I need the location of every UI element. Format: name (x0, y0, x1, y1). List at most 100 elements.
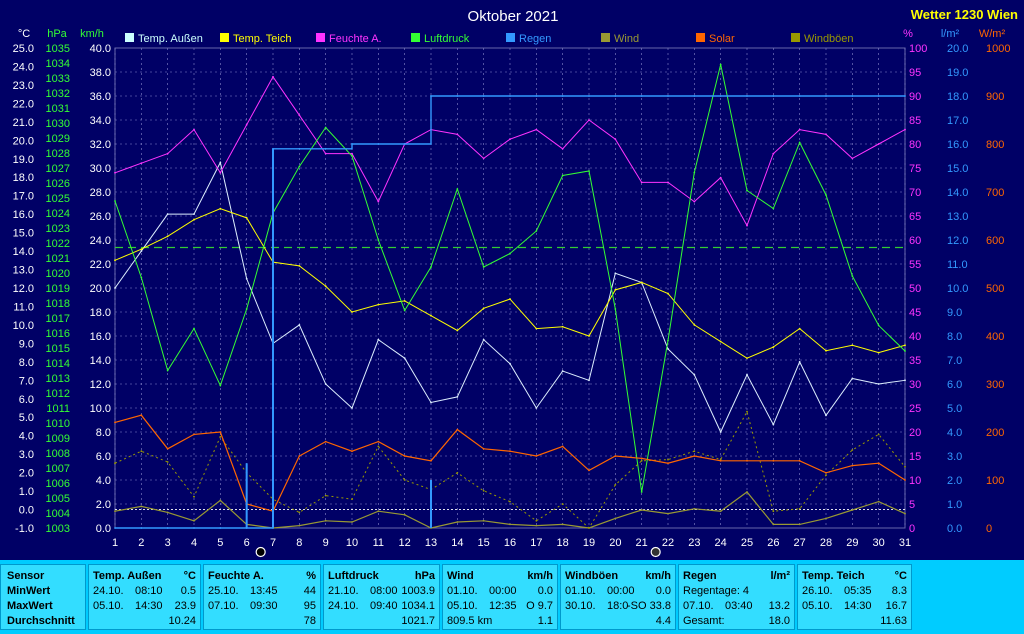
y-tick-label-wind: 22.0 (90, 259, 111, 271)
value-number: 78 (303, 615, 316, 627)
value-number: 1.1 (537, 615, 553, 627)
y-tick-label-wind: 18.0 (90, 307, 111, 319)
point-temp-pond (351, 311, 353, 313)
summary-column-header: Wind km/h (447, 570, 553, 584)
y-tick-label-humidity: 80 (909, 139, 921, 151)
point-humidity (904, 128, 906, 131)
point-solar (640, 457, 643, 460)
y-tick-label-wind: 24.0 (90, 235, 111, 247)
legend-swatch (125, 33, 134, 42)
point-wind-avg (509, 523, 511, 526)
y-tick-label-temp: 25.0 (13, 43, 34, 55)
point-solar (667, 462, 669, 465)
y-tick-label-pressure: 1034 (46, 58, 70, 70)
point-temp-out (456, 396, 459, 398)
point-temp-out (746, 373, 748, 376)
point-rain (561, 95, 564, 97)
point-wind-gust (877, 433, 880, 436)
value-date: 24.10. (93, 585, 124, 597)
x-tick-label: 22 (662, 537, 674, 549)
value-time: 12:35 (489, 600, 517, 612)
moon-phase-icon (255, 546, 266, 558)
point-humidity (324, 152, 327, 155)
summary-column: Feuchte A.% 25.10. 13:45 44 07.10. 09:30 95 78 (203, 564, 321, 630)
value-date: 809.5 km (447, 615, 493, 627)
y-tick-label-solar: 500 (986, 283, 1004, 295)
column-title: Feuchte A. (208, 570, 264, 582)
point-pressure (377, 239, 380, 241)
y-tick-label-pressure: 1011 (46, 403, 70, 415)
point-wind-gust (904, 465, 906, 468)
y-tick-label-wind: 34.0 (90, 115, 111, 127)
point-wind-gust (851, 449, 854, 451)
y-tick-label-humidity: 50 (909, 283, 921, 295)
point-wind-gust (140, 450, 143, 453)
y-tick-label-temp: 7.0 (19, 375, 34, 387)
y-tick-label-humidity: 25 (909, 403, 921, 415)
point-pressure (825, 194, 827, 196)
point-pressure (746, 189, 748, 192)
point-solar (851, 464, 854, 467)
y-tick-label-wind: 26.0 (90, 211, 111, 223)
y-tick-label-pressure: 1005 (46, 493, 70, 505)
summary-avg-row: 10.24 (93, 615, 196, 629)
y-tick-label-temp: 10.0 (13, 320, 34, 332)
y-tick-label-wind: 32.0 (90, 139, 111, 151)
point-wind-gust (114, 462, 116, 465)
point-wind-avg (140, 505, 143, 508)
axes: 1 2 3 4 5 6 7 8 9 10 11 12 13 14 15 16 17 18 19 20 21 22 23 24 2… (13, 28, 1010, 558)
y-tick-label-pressure: 1016 (46, 328, 70, 340)
point-rain (588, 95, 590, 97)
point-wind-avg (904, 512, 906, 515)
legend-swatch (601, 33, 610, 42)
summary-max-row: 05.10. 14:30 23.9 (93, 600, 196, 614)
point-temp-pond (614, 288, 617, 291)
point-temp-out (561, 370, 564, 372)
y-tick-label-pressure: 1007 (46, 463, 70, 475)
x-tick-label: 18 (557, 537, 569, 549)
point-temp-pond (693, 324, 696, 326)
point-pressure (298, 165, 301, 168)
point-wind-avg (166, 511, 169, 514)
summary-avg-row: Gesamt: 18.0 (683, 615, 790, 629)
x-tick-label: 23 (688, 537, 700, 549)
point-humidity (193, 128, 195, 131)
point-temp-out (798, 360, 801, 363)
y-tick-label-pressure: 1020 (46, 268, 70, 280)
summary-column: Temp. Außen °C 24.10. 08:10 0.5 05.10. 14:30 23… (88, 564, 201, 630)
point-temp-pond (509, 298, 511, 300)
column-title: Windböen (565, 570, 619, 582)
point-temp-pond (798, 327, 801, 330)
point-temp-out (667, 348, 669, 350)
point-wind-gust (298, 511, 301, 514)
point-pressure (693, 171, 696, 174)
point-pressure (324, 126, 327, 129)
y-tick-label-temp: 16.0 (13, 209, 34, 221)
value-date: 01.10. (447, 585, 478, 597)
y-tick-label-humidity: 10 (909, 475, 921, 487)
brand-label: Wetter 1230 Wien (911, 7, 1018, 22)
summary-avg-row: 809.5 km 1.1 (447, 615, 553, 629)
point-temp-out (535, 407, 538, 409)
point-temp-out (114, 287, 116, 289)
point-temp-pond (403, 300, 406, 302)
legend-label: Solar (709, 33, 735, 45)
y-tick-label-pressure: 1032 (46, 88, 70, 100)
point-temp-pond (535, 327, 538, 330)
point-wind-avg (193, 519, 195, 522)
point-pressure (719, 63, 722, 66)
value-date: 07.10. (683, 600, 714, 612)
point-temp-out (772, 423, 775, 426)
axis-unit-humidity: % (903, 28, 913, 40)
point-solar (772, 459, 775, 462)
y-tick-label-temp: 1.0 (19, 486, 34, 498)
y-tick-label-temp: 17.0 (13, 191, 34, 203)
y-tick-label-rain: 12.0 (947, 235, 968, 247)
x-tick-label: 2 (138, 537, 144, 549)
point-temp-pond (377, 303, 380, 306)
point-rain (614, 95, 617, 97)
y-tick-label-humidity: 5 (909, 499, 915, 511)
point-wind-gust (667, 458, 669, 461)
point-wind-gust (351, 498, 353, 501)
summary-avg-row: 11.63 (802, 615, 907, 629)
